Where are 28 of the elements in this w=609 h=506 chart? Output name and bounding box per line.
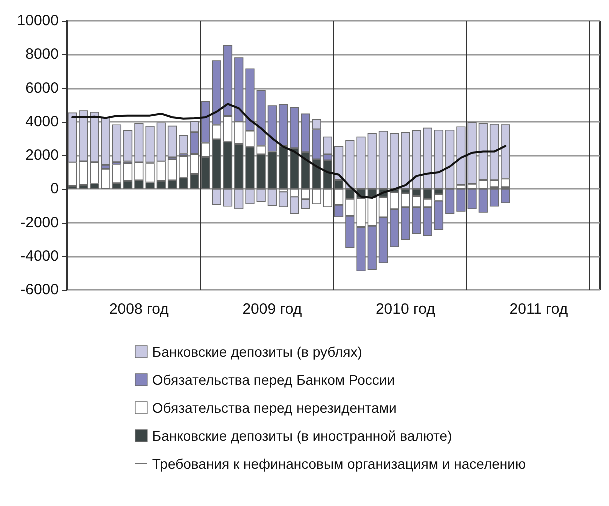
legend-label: Обязательства перед Банком России bbox=[152, 372, 396, 388]
y-tick-label: 0 bbox=[50, 180, 59, 198]
bar bbox=[112, 124, 122, 162]
x-tick-label: 2011 год bbox=[510, 301, 568, 318]
y-tick-label: 2000 bbox=[26, 147, 59, 164]
bar bbox=[401, 132, 410, 190]
y-tick-label: -2000 bbox=[20, 214, 59, 232]
x-tick-label: 2008 год bbox=[109, 301, 170, 318]
bar bbox=[179, 135, 188, 154]
bar bbox=[101, 118, 110, 166]
bar bbox=[278, 192, 288, 208]
line-series bbox=[72, 103, 507, 200]
x-tick-label: 2009 год bbox=[242, 301, 302, 318]
y-tick-label: 10000 bbox=[17, 12, 59, 30]
bar bbox=[390, 133, 400, 190]
bar bbox=[168, 126, 178, 158]
y-tick-label: -4000 bbox=[20, 248, 59, 265]
x-tick-label: 2010 год bbox=[376, 301, 436, 318]
legend-label: Банковские депозиты (в иностранной валюте) bbox=[152, 428, 452, 444]
legend-label: Банковские депозиты (в рублях) bbox=[152, 344, 362, 360]
bar bbox=[101, 169, 110, 190]
legend-label: Обязательства перед нерезидентами bbox=[152, 400, 397, 416]
y-tick-label: 8000 bbox=[26, 46, 59, 64]
bar bbox=[124, 130, 133, 162]
y-tick-label: 6000 bbox=[26, 80, 59, 97]
y-tick-label: 4000 bbox=[26, 113, 59, 130]
legend-label: Требования к нефинансовым организациям и населению bbox=[152, 456, 526, 472]
y-tick-label: -6000 bbox=[20, 282, 59, 298]
